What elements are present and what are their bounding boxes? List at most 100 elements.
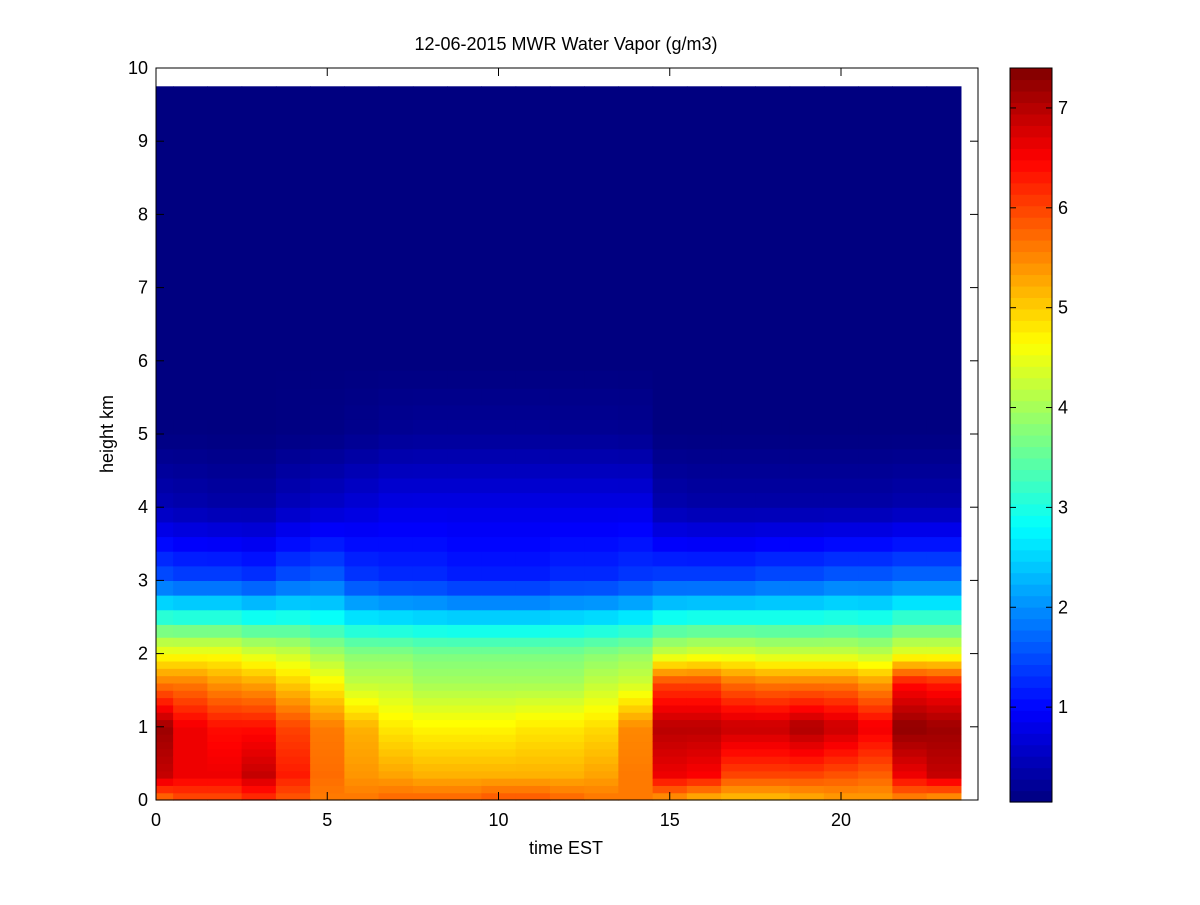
heatmap-cell	[926, 675, 962, 684]
heatmap-cell	[207, 463, 243, 479]
heatmap-cell	[173, 778, 208, 786]
heatmap-cell	[447, 477, 482, 494]
heatmap-cell	[447, 305, 482, 344]
heatmap-cell	[207, 369, 243, 389]
heatmap-cell	[207, 159, 243, 197]
heatmap-cell	[310, 682, 345, 691]
heatmap-cell	[618, 232, 654, 270]
heatmap-cell	[344, 404, 380, 420]
colorbar-swatch	[1010, 572, 1052, 585]
colorbar-swatch	[1010, 285, 1052, 298]
heatmap-cell	[549, 719, 585, 728]
heatmap-cell	[584, 580, 619, 596]
heatmap-cell	[823, 756, 859, 764]
heatmap-cell	[926, 595, 962, 611]
heatmap-cell	[755, 748, 791, 757]
heatmap-cell	[584, 792, 619, 801]
heatmap-cell	[618, 419, 654, 435]
heatmap-cell	[721, 660, 756, 669]
heatmap-cell	[207, 785, 243, 794]
heatmap-cell	[584, 741, 619, 750]
heatmap-cell	[584, 342, 619, 371]
heatmap-cell	[618, 675, 654, 684]
heatmap-cell	[275, 388, 311, 406]
heatmap-cell	[584, 719, 619, 728]
heatmap-cell	[789, 690, 825, 699]
heatmap-cell	[378, 748, 414, 757]
heatmap-cell	[652, 551, 688, 567]
heatmap-cell	[584, 159, 619, 197]
heatmap-cell	[275, 653, 311, 662]
heatmap-cell	[892, 609, 928, 625]
heatmap-cell	[412, 653, 448, 662]
heatmap-cell	[755, 492, 791, 508]
colorbar-swatch	[1010, 721, 1052, 734]
heatmap-cell	[207, 521, 243, 538]
heatmap-cell	[515, 580, 551, 596]
heatmap-cell	[789, 196, 825, 234]
colorbar-swatch	[1010, 733, 1052, 746]
x-tick-label: 0	[151, 810, 161, 830]
heatmap-cell	[858, 682, 893, 691]
heatmap-cell	[858, 269, 893, 307]
heatmap-cell	[549, 792, 585, 801]
heatmap-cell	[481, 653, 517, 662]
heatmap-cell	[275, 369, 311, 389]
heatmap-cell	[823, 521, 859, 538]
heatmap-cell	[241, 704, 277, 713]
heatmap-cell	[584, 521, 619, 538]
heatmap-cell	[241, 86, 277, 124]
heatmap-cell	[207, 704, 243, 713]
heatmap-cell	[858, 660, 893, 669]
heatmap-cell	[823, 712, 859, 721]
heatmap-cell	[515, 785, 551, 794]
heatmap-cell	[755, 463, 791, 479]
heatmap-cell	[207, 675, 243, 684]
heatmap-cell	[549, 653, 585, 662]
heatmap-cell	[310, 196, 345, 234]
heatmap-cell	[892, 726, 928, 735]
heatmap-cell	[549, 778, 585, 786]
heatmap-cell	[344, 682, 380, 691]
heatmap-cell	[515, 388, 551, 406]
heatmap-cell	[549, 595, 585, 611]
heatmap-cell	[549, 756, 585, 764]
heatmap-cell	[515, 792, 551, 801]
heatmap-cell	[412, 122, 448, 161]
heatmap-cell	[515, 434, 551, 450]
heatmap-cell	[926, 741, 962, 750]
heatmap-cell	[344, 434, 380, 450]
colorbar-swatch	[1010, 354, 1052, 367]
heatmap-cell	[310, 507, 345, 523]
heatmap-cell	[173, 646, 208, 655]
heatmap-cell	[310, 580, 345, 596]
heatmap-cell	[618, 756, 654, 764]
heatmap-cell	[412, 712, 448, 721]
heatmap-cell	[755, 682, 791, 691]
heatmap-cell	[310, 369, 345, 389]
heatmap-cell	[755, 507, 791, 523]
heatmap-cell	[207, 448, 243, 464]
heatmap-cell	[378, 770, 414, 779]
heatmap-cell	[789, 712, 825, 721]
heatmap-cell	[378, 434, 414, 450]
heatmap-cell	[344, 792, 380, 801]
heatmap-cell	[892, 719, 928, 728]
heatmap-cell	[755, 624, 791, 638]
heatmap-cell	[926, 536, 962, 552]
heatmap-cell	[755, 697, 791, 706]
heatmap-cell	[686, 551, 722, 567]
heatmap-cell	[549, 624, 585, 638]
heatmap-cell	[686, 734, 722, 743]
heatmap-cell	[755, 269, 791, 307]
heatmap-cell	[241, 122, 277, 161]
heatmap-cell	[447, 448, 482, 464]
heatmap-cell	[926, 668, 962, 677]
y-tick-label: 3	[138, 570, 148, 590]
heatmap-cell	[207, 624, 243, 638]
heatmap-cell	[926, 580, 962, 596]
heatmap-cell	[481, 778, 517, 786]
heatmap-cell	[241, 637, 277, 647]
heatmap-cell	[173, 595, 208, 611]
